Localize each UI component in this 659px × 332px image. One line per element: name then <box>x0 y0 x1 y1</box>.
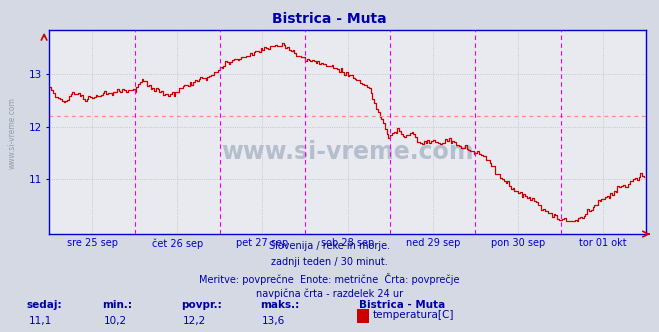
Text: Meritve: povprečne  Enote: metrične  Črta: povprečje: Meritve: povprečne Enote: metrične Črta:… <box>199 273 460 285</box>
Text: 12,2: 12,2 <box>183 316 206 326</box>
Text: www.si-vreme.com: www.si-vreme.com <box>8 97 17 169</box>
Text: temperatura[C]: temperatura[C] <box>373 310 455 320</box>
Text: Bistrica - Muta: Bistrica - Muta <box>272 12 387 26</box>
Text: 10,2: 10,2 <box>104 316 127 326</box>
Text: min.:: min.: <box>102 300 132 310</box>
Text: 11,1: 11,1 <box>28 316 51 326</box>
Text: navpična črta - razdelek 24 ur: navpična črta - razdelek 24 ur <box>256 289 403 299</box>
Text: zadnji teden / 30 minut.: zadnji teden / 30 minut. <box>271 257 388 267</box>
Text: Bistrica - Muta: Bistrica - Muta <box>359 300 445 310</box>
Text: povpr.:: povpr.: <box>181 300 222 310</box>
Text: sedaj:: sedaj: <box>26 300 62 310</box>
Text: Slovenija / reke in morje.: Slovenija / reke in morje. <box>269 241 390 251</box>
Text: maks.:: maks.: <box>260 300 300 310</box>
Text: 13,6: 13,6 <box>262 316 285 326</box>
Text: www.si-vreme.com: www.si-vreme.com <box>221 140 474 164</box>
